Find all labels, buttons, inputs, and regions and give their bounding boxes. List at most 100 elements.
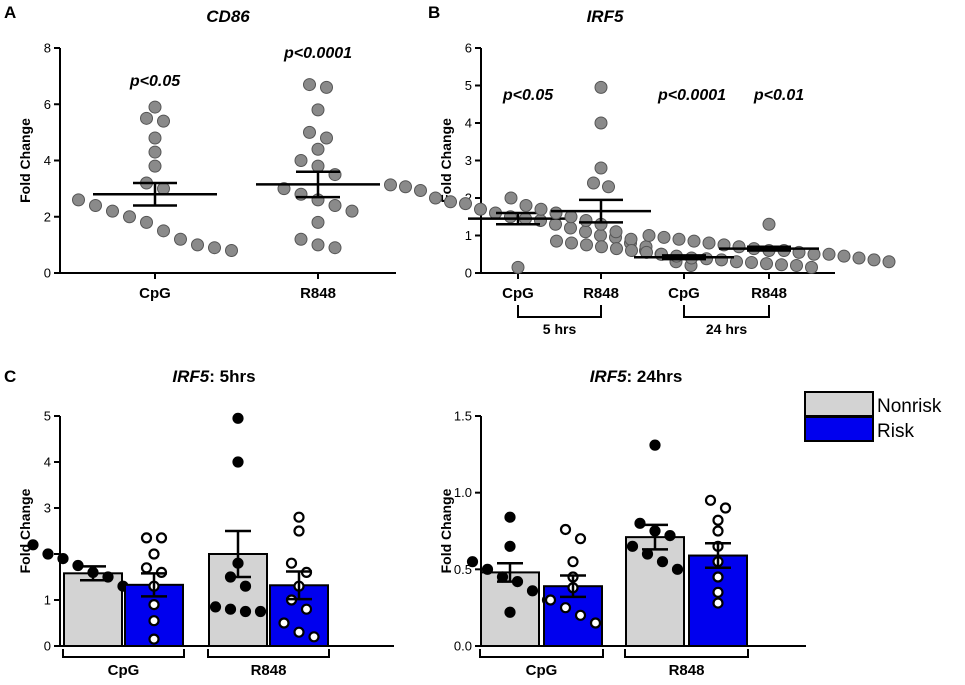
data-point (544, 594, 557, 606)
legend-swatch-nonrisk (804, 391, 874, 417)
data-point (89, 199, 102, 212)
panel-b-irf5-scatter: IRF50123456Fold ChangeCpGp<0.05R848CpGp<… (384, 7, 896, 337)
data-point (719, 502, 732, 514)
data-point (610, 242, 623, 256)
data-point (42, 548, 54, 560)
data-point (602, 180, 615, 194)
data-point (762, 217, 776, 231)
data-point (148, 548, 160, 560)
data-point (687, 234, 701, 248)
data-point (311, 142, 325, 156)
data-point (328, 241, 342, 255)
y-tick-label: 0 (465, 266, 472, 281)
data-point (564, 221, 577, 235)
y-tick-label: 6 (44, 97, 51, 112)
data-point (311, 159, 325, 173)
p-value-annotation: p<0.0001 (283, 45, 352, 62)
group-bracket (479, 649, 604, 658)
data-point (594, 161, 608, 175)
group-label: R848 (669, 662, 705, 679)
data-point (594, 229, 607, 242)
y-tick-label: 5 (465, 78, 472, 93)
data-point (730, 255, 743, 269)
x-category-label: R848 (751, 285, 787, 302)
data-point (414, 184, 427, 197)
chart-title-gene: IRF5 (590, 367, 627, 386)
y-tick-label: 0.0 (454, 639, 472, 654)
data-point (303, 78, 316, 92)
data-point (278, 617, 290, 629)
data-point (285, 557, 298, 569)
y-tick-label: 8 (44, 41, 51, 56)
data-point (852, 251, 866, 265)
data-point (732, 240, 746, 254)
data-point (579, 225, 592, 239)
data-point (311, 215, 325, 229)
data-point (294, 232, 308, 246)
group-bracket (624, 649, 749, 658)
chart-title-timepoint: : 24hrs (627, 367, 683, 386)
data-point (459, 197, 472, 211)
data-point (564, 210, 578, 224)
data-point (559, 523, 572, 536)
data-point (140, 111, 153, 125)
data-point (567, 556, 579, 568)
chart-title: IRF5: 24hrs (590, 367, 683, 386)
data-point (775, 258, 788, 272)
data-point (328, 199, 342, 212)
data-point (704, 494, 717, 506)
data-point (549, 206, 563, 220)
panel-letter-a: A (4, 3, 16, 22)
data-point (790, 259, 803, 272)
data-point (715, 253, 728, 267)
data-point (444, 195, 457, 209)
group-label: CpG (108, 662, 140, 679)
legend-label-nonrisk: Nonrisk (877, 396, 942, 417)
data-point (293, 525, 305, 537)
group-label: R848 (251, 662, 287, 679)
data-point (574, 533, 587, 545)
data-point (148, 100, 162, 114)
data-point (671, 563, 684, 575)
y-tick-label: 1.0 (454, 485, 472, 500)
panel-a-cd86-scatter: CD86 0 2 4 6 8 Fold Change CpG p<0.05 R848 p<0.000… (17, 7, 396, 302)
data-point (293, 511, 305, 523)
data-point (239, 605, 252, 618)
data-point (399, 180, 412, 194)
data-point (320, 131, 333, 145)
data-point (642, 229, 656, 242)
data-point (657, 230, 671, 244)
group-label: 5 hrs (543, 321, 577, 337)
y-axis-label: Fold Change (438, 488, 454, 573)
data-point (303, 125, 316, 139)
p-value-annotation: p<0.0001 (657, 87, 726, 104)
legend-label-risk: Risk (877, 421, 914, 442)
data-point (311, 238, 325, 252)
data-point (574, 609, 587, 621)
p-value-annotation: p<0.05 (502, 87, 554, 104)
data-point (712, 571, 724, 583)
data-point (474, 202, 487, 216)
chart-title: IRF5 (587, 7, 624, 26)
data-point (504, 191, 518, 205)
data-point (712, 597, 724, 609)
data-point (594, 116, 608, 130)
data-point (579, 214, 593, 227)
data-point (656, 556, 669, 568)
data-point (565, 236, 578, 250)
data-point (641, 548, 654, 560)
data-point (805, 260, 818, 274)
data-point (308, 631, 320, 643)
data-point (702, 236, 716, 250)
data-point (148, 633, 160, 645)
chart-title: CD86 (206, 7, 250, 26)
data-point (580, 238, 593, 252)
data-point (712, 514, 724, 526)
panel-letter-b: B (428, 3, 440, 22)
data-point (345, 204, 359, 218)
data-point (232, 412, 244, 424)
data-point (504, 540, 516, 552)
p-value-annotation: p<0.01 (753, 87, 804, 104)
y-axis-label: Fold Change (438, 118, 454, 203)
